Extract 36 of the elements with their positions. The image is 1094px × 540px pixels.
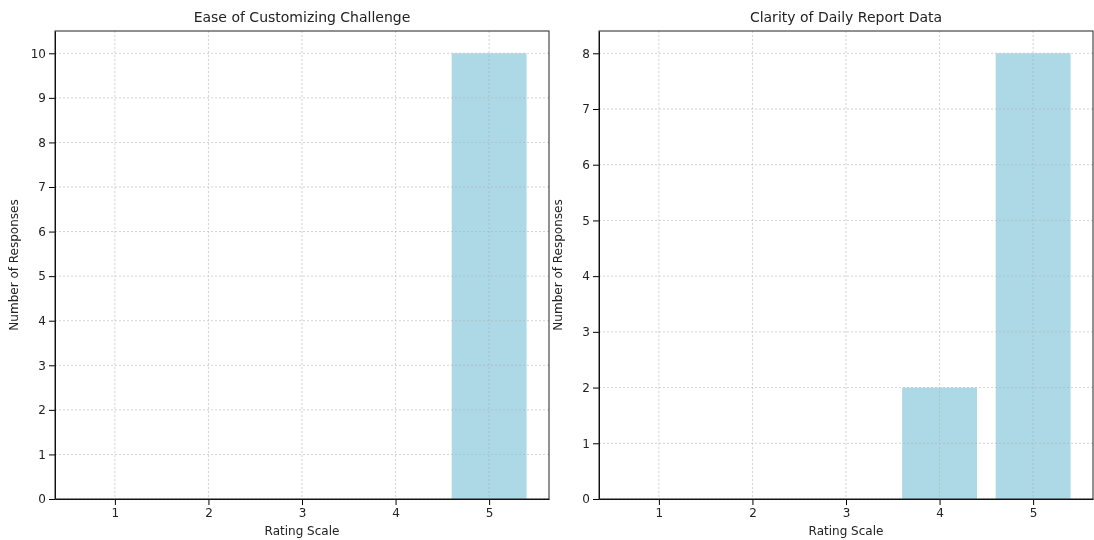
y-tick-label: 5 xyxy=(38,269,46,284)
y-axis-title: Number of Responses xyxy=(551,199,565,331)
y-tick-label: 2 xyxy=(38,403,46,418)
y-tick-label: 4 xyxy=(38,314,46,329)
x-tick-label: 5 xyxy=(1029,505,1038,520)
y-tick-label: 7 xyxy=(582,102,590,117)
y-tick-label: 6 xyxy=(38,224,46,239)
y-axis-title: Number of Responses xyxy=(7,199,21,331)
y-tick-label: 0 xyxy=(38,492,46,507)
y-tick-label: 1 xyxy=(582,436,590,451)
x-tick-label: 4 xyxy=(936,505,944,520)
y-tick-label: 1 xyxy=(38,447,46,462)
y-tick-label: 8 xyxy=(582,46,590,61)
y-tick-label: 2 xyxy=(582,380,590,395)
y-tick-label: 10 xyxy=(30,46,46,61)
y-tick-label: 3 xyxy=(38,358,46,373)
y-tick-label: 8 xyxy=(38,135,46,150)
x-tick-label: 1 xyxy=(111,505,120,520)
x-tick-label: 2 xyxy=(205,505,213,520)
x-tick-label: 3 xyxy=(298,505,307,520)
chart-title: Clarity of Daily Report Data xyxy=(749,9,943,25)
y-tick-label: 5 xyxy=(582,213,590,228)
y-tick-label: 9 xyxy=(38,91,46,106)
x-tick-label: 5 xyxy=(485,505,494,520)
x-tick-label: 3 xyxy=(842,505,851,520)
x-tick-label: 4 xyxy=(392,505,400,520)
x-tick-label: 2 xyxy=(749,505,757,520)
y-tick-label: 6 xyxy=(582,158,590,173)
y-tick-label: 7 xyxy=(38,180,46,195)
y-tick-label: 3 xyxy=(582,325,590,340)
x-tick-label: 1 xyxy=(655,505,664,520)
y-tick-label: 0 xyxy=(582,492,590,507)
x-axis-title: Rating Scale xyxy=(264,524,340,538)
x-axis-title: Rating Scale xyxy=(808,524,884,538)
chart-title: Ease of Customizing Challenge xyxy=(193,9,411,25)
y-tick-label: 4 xyxy=(582,269,590,284)
